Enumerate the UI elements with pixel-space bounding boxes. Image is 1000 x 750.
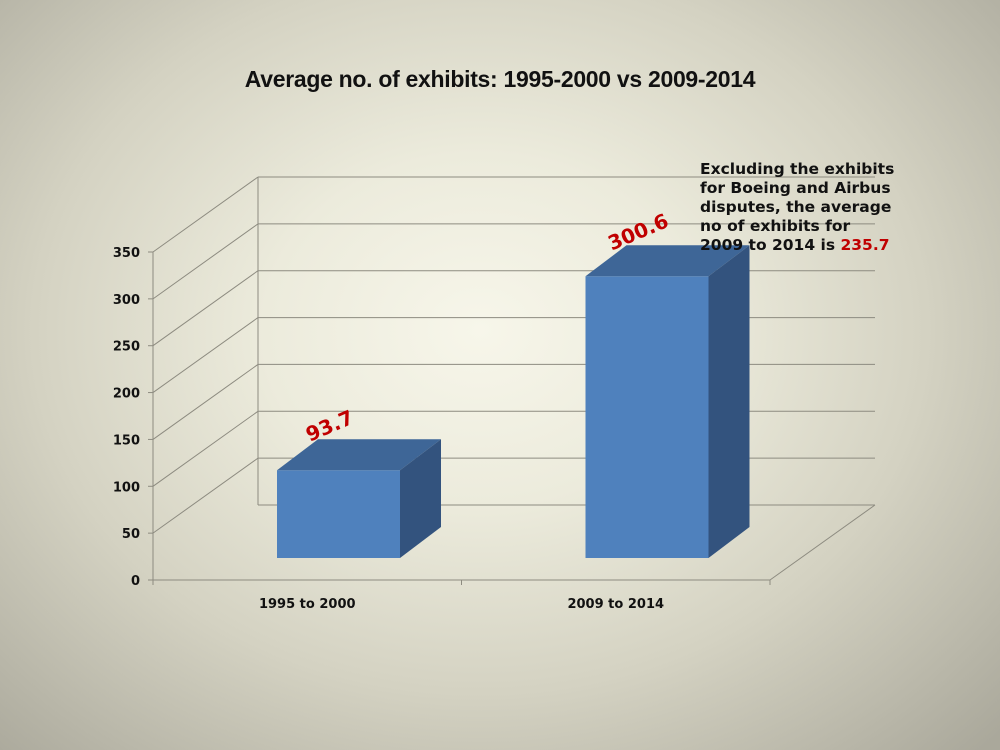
- floor-right-edge: [769, 504, 876, 581]
- x-tick-label-2: 2009 to 2014: [567, 597, 664, 612]
- gridline-side: [152, 270, 259, 347]
- x-tick-label-1: 1995 to 2000: [259, 597, 356, 612]
- axes: 0 50 100 150 200 250 300 350: [113, 177, 876, 589]
- bar-front-1: [277, 470, 400, 558]
- y-tick-label: 350: [113, 246, 140, 261]
- y-tick-label: 100: [113, 480, 140, 495]
- note-line-4: no of exhibits for: [700, 217, 851, 235]
- y-tick-label: 200: [113, 387, 140, 402]
- y-tick-label: 50: [122, 527, 140, 542]
- gridline-side: [152, 457, 259, 534]
- bar-top-2: [585, 245, 750, 277]
- note-line-3: disputes, the average: [700, 198, 892, 216]
- note-highlight-value: 235.7: [840, 236, 890, 254]
- gridline-side: [152, 223, 259, 300]
- bar-front-2: [585, 276, 709, 558]
- annotation-note: Excluding the exhibits for Boeing and Ai…: [700, 160, 930, 255]
- bar-side-2: [708, 245, 750, 558]
- gridline-side: [152, 176, 259, 253]
- note-line-1: Excluding the exhibits: [700, 160, 895, 178]
- y-tick-label: 0: [131, 574, 140, 589]
- note-line-5: 2009 to 2014 is: [700, 236, 841, 254]
- gridline-side: [152, 364, 259, 440]
- bar-top-1: [277, 439, 441, 471]
- y-tick-label: 150: [113, 433, 140, 448]
- gridline-side: [152, 410, 259, 487]
- note-line-2: for Boeing and Airbus: [700, 179, 891, 197]
- bars: [277, 245, 750, 558]
- y-tick-label: 250: [113, 340, 140, 355]
- y-tick-label: 300: [113, 293, 140, 308]
- chart-title: Average no. of exhibits: 1995-2000 vs 20…: [244, 66, 756, 92]
- bar-side-1: [400, 439, 441, 558]
- gridline-side: [152, 317, 259, 393]
